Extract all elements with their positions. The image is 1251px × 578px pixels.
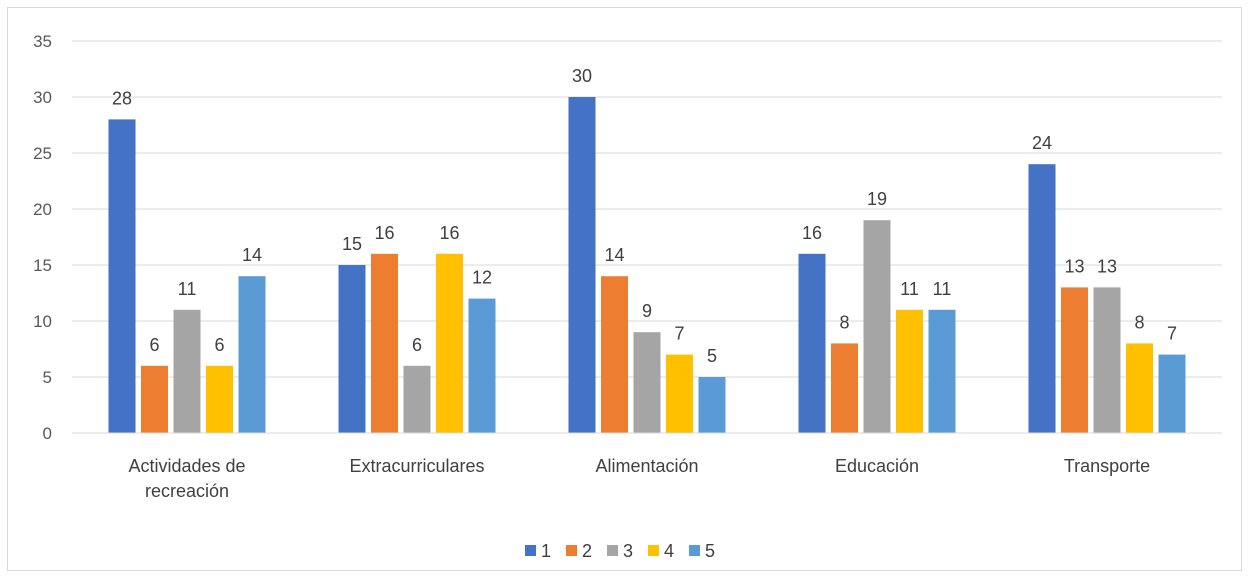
data-label: 9 <box>642 301 652 321</box>
data-label: 19 <box>867 189 887 209</box>
bar <box>896 309 923 433</box>
y-tick-label: 30 <box>33 88 52 107</box>
bar <box>1093 287 1121 433</box>
bar <box>1028 164 1056 433</box>
x-tick-label: Transporte <box>1064 456 1150 476</box>
bar <box>468 298 496 433</box>
bar <box>1158 354 1186 433</box>
data-label: 24 <box>1032 133 1052 153</box>
legend-swatch <box>648 545 659 556</box>
data-label: 14 <box>604 245 624 265</box>
data-label: 11 <box>900 279 919 299</box>
bar <box>206 365 233 433</box>
bar <box>108 119 136 434</box>
data-label: 12 <box>472 268 492 288</box>
legend-swatch <box>689 545 700 556</box>
y-tick-label: 5 <box>43 368 52 387</box>
data-label: 13 <box>1097 256 1117 276</box>
bar <box>403 365 431 433</box>
legend-swatch <box>525 545 536 556</box>
bar <box>831 343 858 433</box>
data-label: 28 <box>112 88 132 108</box>
bar <box>568 97 596 433</box>
bars <box>108 97 1186 434</box>
data-label: 13 <box>1064 256 1084 276</box>
bar <box>436 253 463 433</box>
x-tick-label: Extracurriculares <box>349 456 484 476</box>
data-label: 11 <box>933 279 952 299</box>
data-label: 15 <box>342 234 362 254</box>
bar <box>698 377 726 433</box>
data-label: 30 <box>572 66 592 86</box>
x-axis: Actividades de recreación Extracurriculare… <box>72 432 1222 501</box>
y-tick-label: 0 <box>43 424 52 443</box>
legend-label: 5 <box>705 541 715 561</box>
bar <box>173 309 201 433</box>
bar <box>863 220 891 433</box>
x-tick-label: Educación <box>835 456 919 476</box>
x-tick-label: Alimentación <box>595 456 698 476</box>
legend-swatch <box>607 545 618 556</box>
data-label: 6 <box>412 335 422 355</box>
y-tick-label: 35 <box>33 32 52 51</box>
data-label: 14 <box>242 245 262 265</box>
data-label: 6 <box>149 335 159 355</box>
y-tick-label: 10 <box>33 312 52 331</box>
x-tick-label: recreación <box>145 481 229 501</box>
data-label: 7 <box>1167 324 1177 344</box>
y-axis: 0 5 10 15 20 25 30 35 <box>33 32 52 443</box>
data-label: 7 <box>674 324 684 344</box>
data-label: 6 <box>214 335 224 355</box>
data-label: 11 <box>178 279 197 299</box>
legend-label: 2 <box>582 541 592 561</box>
data-label: 5 <box>707 346 717 366</box>
y-tick-label: 20 <box>33 200 52 219</box>
data-label: 8 <box>1134 312 1144 332</box>
legend-label: 1 <box>541 541 551 561</box>
bar <box>666 354 693 433</box>
bar <box>633 332 661 433</box>
bar <box>238 276 266 433</box>
y-tick-label: 25 <box>33 144 52 163</box>
bar <box>798 253 826 433</box>
x-tick-label: Actividades de <box>128 456 245 476</box>
bar <box>928 309 956 433</box>
data-label: 16 <box>802 223 822 243</box>
legend-label: 4 <box>664 541 674 561</box>
bar <box>601 276 628 433</box>
data-label: 8 <box>839 312 849 332</box>
bar <box>338 265 366 433</box>
data-labels: 28 6 11 6 14 15 16 6 16 12 30 14 9 7 5 16 8 19 11 11 24 13 13 8… <box>112 66 1177 366</box>
legend: 1 2 3 4 5 <box>525 541 715 561</box>
bar <box>371 253 398 433</box>
bar <box>1126 343 1153 433</box>
legend-label: 3 <box>623 541 633 561</box>
legend-swatch <box>566 545 577 556</box>
data-label: 16 <box>439 223 459 243</box>
data-label: 16 <box>374 223 394 243</box>
bar <box>1061 287 1088 433</box>
bar <box>141 365 168 433</box>
y-tick-label: 15 <box>33 256 52 275</box>
